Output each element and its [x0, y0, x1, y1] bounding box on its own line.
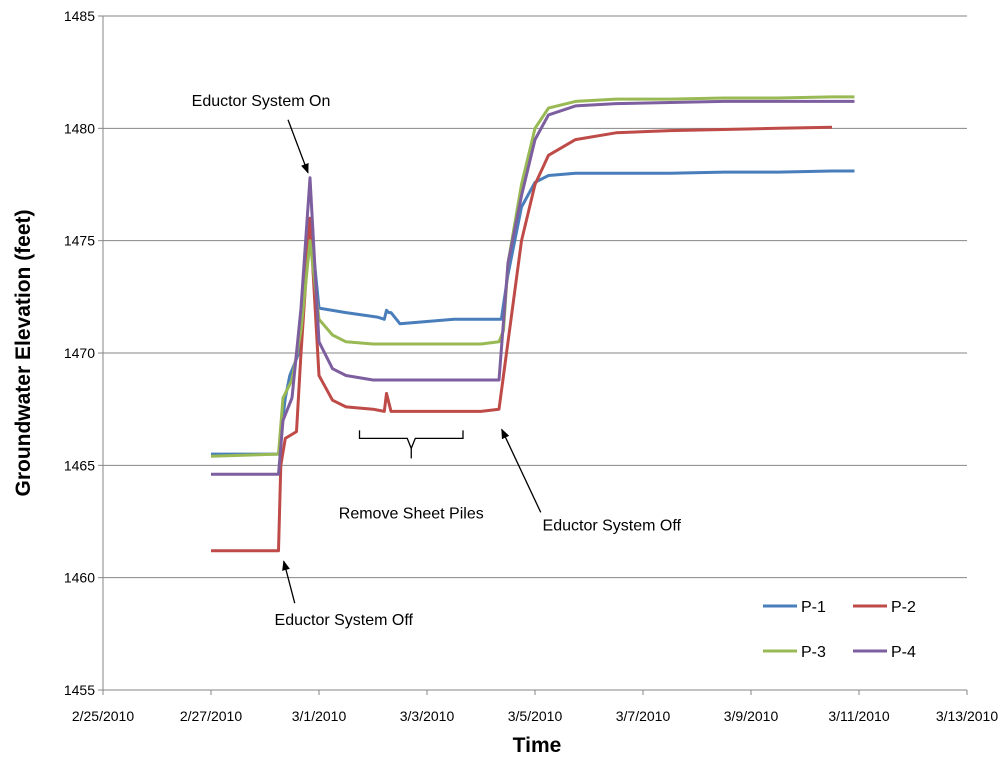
y-tick-label: 1485 [64, 8, 95, 24]
legend: P-1 P-2 P-3 P-4 [763, 599, 916, 661]
x-tick-label: 3/1/2010 [292, 708, 347, 724]
annotation-label: Eductor System On [192, 93, 331, 110]
y-tick-label: 1455 [64, 682, 95, 698]
legend-label: P-4 [891, 644, 916, 661]
x-tick-label: 3/13/2010 [936, 708, 998, 724]
x-axis-title: Time [513, 734, 562, 757]
x-tick-label: 2/25/2010 [72, 708, 134, 724]
x-tick-label: 3/11/2010 [828, 708, 889, 724]
series-lines [210, 95, 855, 553]
legend-label: P-1 [801, 599, 826, 616]
x-tick-label: 2/27/2010 [180, 708, 242, 724]
y-tick-label: 1470 [64, 345, 95, 361]
series-line-p-2 [211, 125, 833, 553]
annotation-label: Remove Sheet Piles [339, 505, 484, 522]
y-tick-label: 1465 [64, 457, 95, 473]
annotation-arrow [282, 560, 296, 604]
annotation-brace [358, 430, 464, 451]
y-tick-label: 1480 [64, 120, 95, 136]
y-tick-label: 1460 [64, 570, 95, 586]
y-tick-labels: 1455 1460 1465 1470 1475 1480 1485 [64, 8, 95, 698]
x-tick-labels: 2/25/2010 2/27/2010 3/1/2010 3/3/2010 3/5/20… [72, 708, 998, 724]
x-tick-label: 3/9/2010 [724, 708, 779, 724]
x-tick-label: 3/5/2010 [508, 708, 563, 724]
x-tick-label: 3/3/2010 [400, 708, 455, 724]
x-tick-label: 3/7/2010 [616, 708, 671, 724]
y-axis-title: Groundwater Elevation (feet) [12, 209, 35, 496]
series-line-p-4 [211, 99, 855, 476]
annotation-arrow [287, 119, 309, 174]
series-line-p-3 [210, 95, 855, 458]
legend-label: P-2 [891, 599, 916, 616]
legend-label: P-3 [801, 644, 826, 661]
annotation-label: Eductor System Off [543, 517, 682, 534]
annotation-arrow [501, 428, 542, 513]
annotation-label: Eductor System Off [275, 612, 414, 629]
y-tick-label: 1475 [64, 233, 95, 249]
annotations: Eductor System On Eductor System Off Remov… [192, 93, 682, 629]
